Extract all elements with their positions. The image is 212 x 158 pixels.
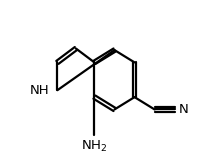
Text: NH$_2$: NH$_2$ [81, 139, 108, 154]
Text: N: N [179, 103, 189, 116]
Text: NH: NH [29, 84, 49, 97]
